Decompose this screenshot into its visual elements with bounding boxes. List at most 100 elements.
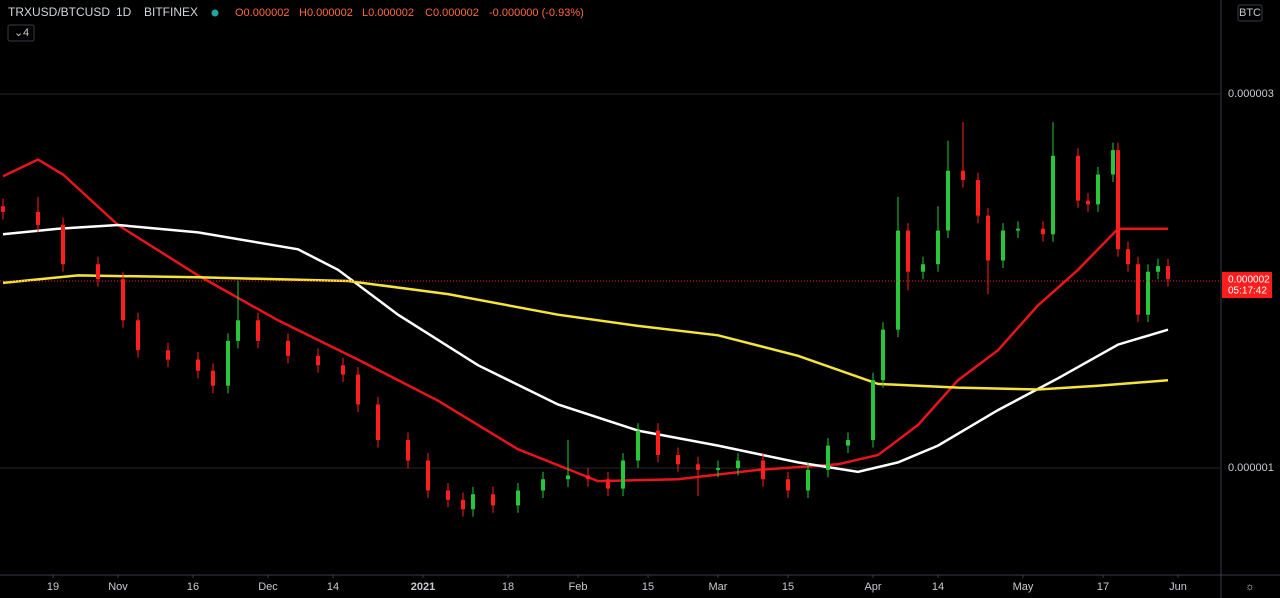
x-tick-label: Apr bbox=[864, 581, 881, 593]
candle-body bbox=[166, 350, 170, 360]
candle-body bbox=[1111, 150, 1115, 175]
y-tick-label: 0.000001 bbox=[1228, 462, 1274, 474]
exchange[interactable]: BITFINEX bbox=[144, 5, 198, 19]
candle-body bbox=[446, 490, 450, 500]
x-tick-label: Mar bbox=[709, 581, 728, 593]
candle-body bbox=[786, 479, 790, 491]
interval[interactable]: 1D bbox=[116, 5, 132, 19]
candle-body bbox=[1076, 155, 1080, 201]
candle-body bbox=[936, 230, 940, 265]
candle-body bbox=[1016, 228, 1020, 231]
candle-body bbox=[871, 380, 875, 440]
candle-body bbox=[846, 439, 850, 446]
countdown: 05:17:42 bbox=[1228, 286, 1267, 297]
candle-body bbox=[1051, 155, 1055, 235]
candle-body bbox=[61, 224, 65, 265]
candle-body bbox=[586, 475, 590, 480]
candle-body bbox=[621, 460, 625, 489]
candle-body bbox=[226, 340, 230, 386]
candle-body bbox=[96, 264, 100, 280]
candle-body bbox=[461, 499, 465, 510]
y-tick-label: 0.000003 bbox=[1228, 88, 1274, 100]
candle-body bbox=[376, 404, 380, 440]
settings-icon[interactable]: ☼ bbox=[1245, 581, 1255, 593]
candle-body bbox=[1166, 266, 1170, 280]
x-tick-label: 16 bbox=[187, 581, 199, 593]
candle-body bbox=[696, 464, 700, 470]
candle-body bbox=[906, 230, 910, 272]
candle-body bbox=[286, 340, 290, 356]
currency-badge[interactable] bbox=[1237, 4, 1263, 22]
candle-body bbox=[1041, 228, 1045, 235]
candle-body bbox=[1146, 271, 1150, 315]
candle-body bbox=[256, 320, 260, 341]
candle-body bbox=[806, 469, 810, 491]
candle-body bbox=[881, 329, 885, 381]
ohlc-low: L0.000002 bbox=[362, 7, 414, 19]
candle-body bbox=[986, 215, 990, 261]
candle-body bbox=[896, 230, 900, 330]
candle-body bbox=[921, 264, 925, 272]
last-price-badge bbox=[1222, 272, 1272, 299]
candle-body bbox=[36, 211, 40, 225]
symbol[interactable]: TRXUSD/BTCUSD bbox=[8, 5, 110, 19]
x-tick-label: Feb bbox=[569, 581, 588, 593]
candle-body bbox=[356, 374, 360, 405]
candle-body bbox=[341, 365, 345, 375]
ohlc-change: -0.000000 (-0.93%) bbox=[489, 7, 584, 19]
x-tick-label: 14 bbox=[932, 581, 944, 593]
last-price-label: 0.000002 bbox=[1228, 275, 1270, 286]
x-tick-label: 15 bbox=[782, 581, 794, 593]
candle-body bbox=[566, 475, 570, 480]
candle-body bbox=[676, 454, 680, 465]
candle-body bbox=[736, 460, 740, 469]
candle-body bbox=[1156, 266, 1160, 272]
candle-body bbox=[426, 460, 430, 491]
candle-body bbox=[946, 170, 950, 231]
x-tick-label: 18 bbox=[502, 581, 514, 593]
candle-body bbox=[636, 430, 640, 461]
candle-body bbox=[826, 445, 830, 470]
candle-body bbox=[1096, 174, 1100, 205]
ohlc-open: O0.000002 bbox=[235, 7, 289, 19]
x-tick-label: 17 bbox=[1097, 581, 1109, 593]
x-tick-label: 15 bbox=[642, 581, 654, 593]
candle-body bbox=[976, 180, 980, 216]
x-tick-label: Dec bbox=[258, 581, 278, 593]
candle-body bbox=[1001, 230, 1005, 261]
candle-body bbox=[471, 494, 475, 510]
candle-body bbox=[516, 490, 520, 506]
indicator-count[interactable]: 4 bbox=[23, 27, 29, 39]
ohlc-high: H0.000002 bbox=[299, 7, 353, 19]
candle-body bbox=[236, 320, 240, 341]
plot-area bbox=[0, 93, 1220, 517]
candle-body bbox=[1126, 249, 1130, 265]
indicators-toggle[interactable] bbox=[7, 24, 35, 42]
candle-body bbox=[1136, 264, 1140, 315]
chevron: ⌄ bbox=[14, 27, 23, 39]
candle-body bbox=[316, 355, 320, 366]
candle-body bbox=[541, 479, 545, 491]
x-tick-label: 19 bbox=[47, 581, 59, 593]
candle-body bbox=[406, 439, 410, 461]
x-tick-label: Nov bbox=[108, 581, 128, 593]
x-tick-label: May bbox=[1013, 581, 1034, 593]
candle-body bbox=[491, 494, 495, 506]
candle-body bbox=[656, 430, 660, 455]
candle-body bbox=[606, 479, 610, 489]
candle-body bbox=[0, 206, 5, 212]
moving-average bbox=[2, 158, 1168, 483]
candle-body bbox=[1086, 200, 1090, 205]
axes: 0.000001 0.000003 19 Nov 16 Dec 14 2021 18 Feb 15 M… bbox=[47, 88, 1274, 593]
currency[interactable]: BTC bbox=[1239, 7, 1261, 19]
ohlc-close: C0.000002 bbox=[425, 7, 479, 19]
status-dot bbox=[211, 9, 219, 17]
candle-body bbox=[121, 279, 125, 321]
candle-body bbox=[211, 370, 215, 386]
candle-body bbox=[1116, 150, 1120, 250]
x-tick-label: 2021 bbox=[411, 581, 435, 593]
candle-body bbox=[761, 460, 765, 480]
x-tick-label: 14 bbox=[327, 581, 339, 593]
